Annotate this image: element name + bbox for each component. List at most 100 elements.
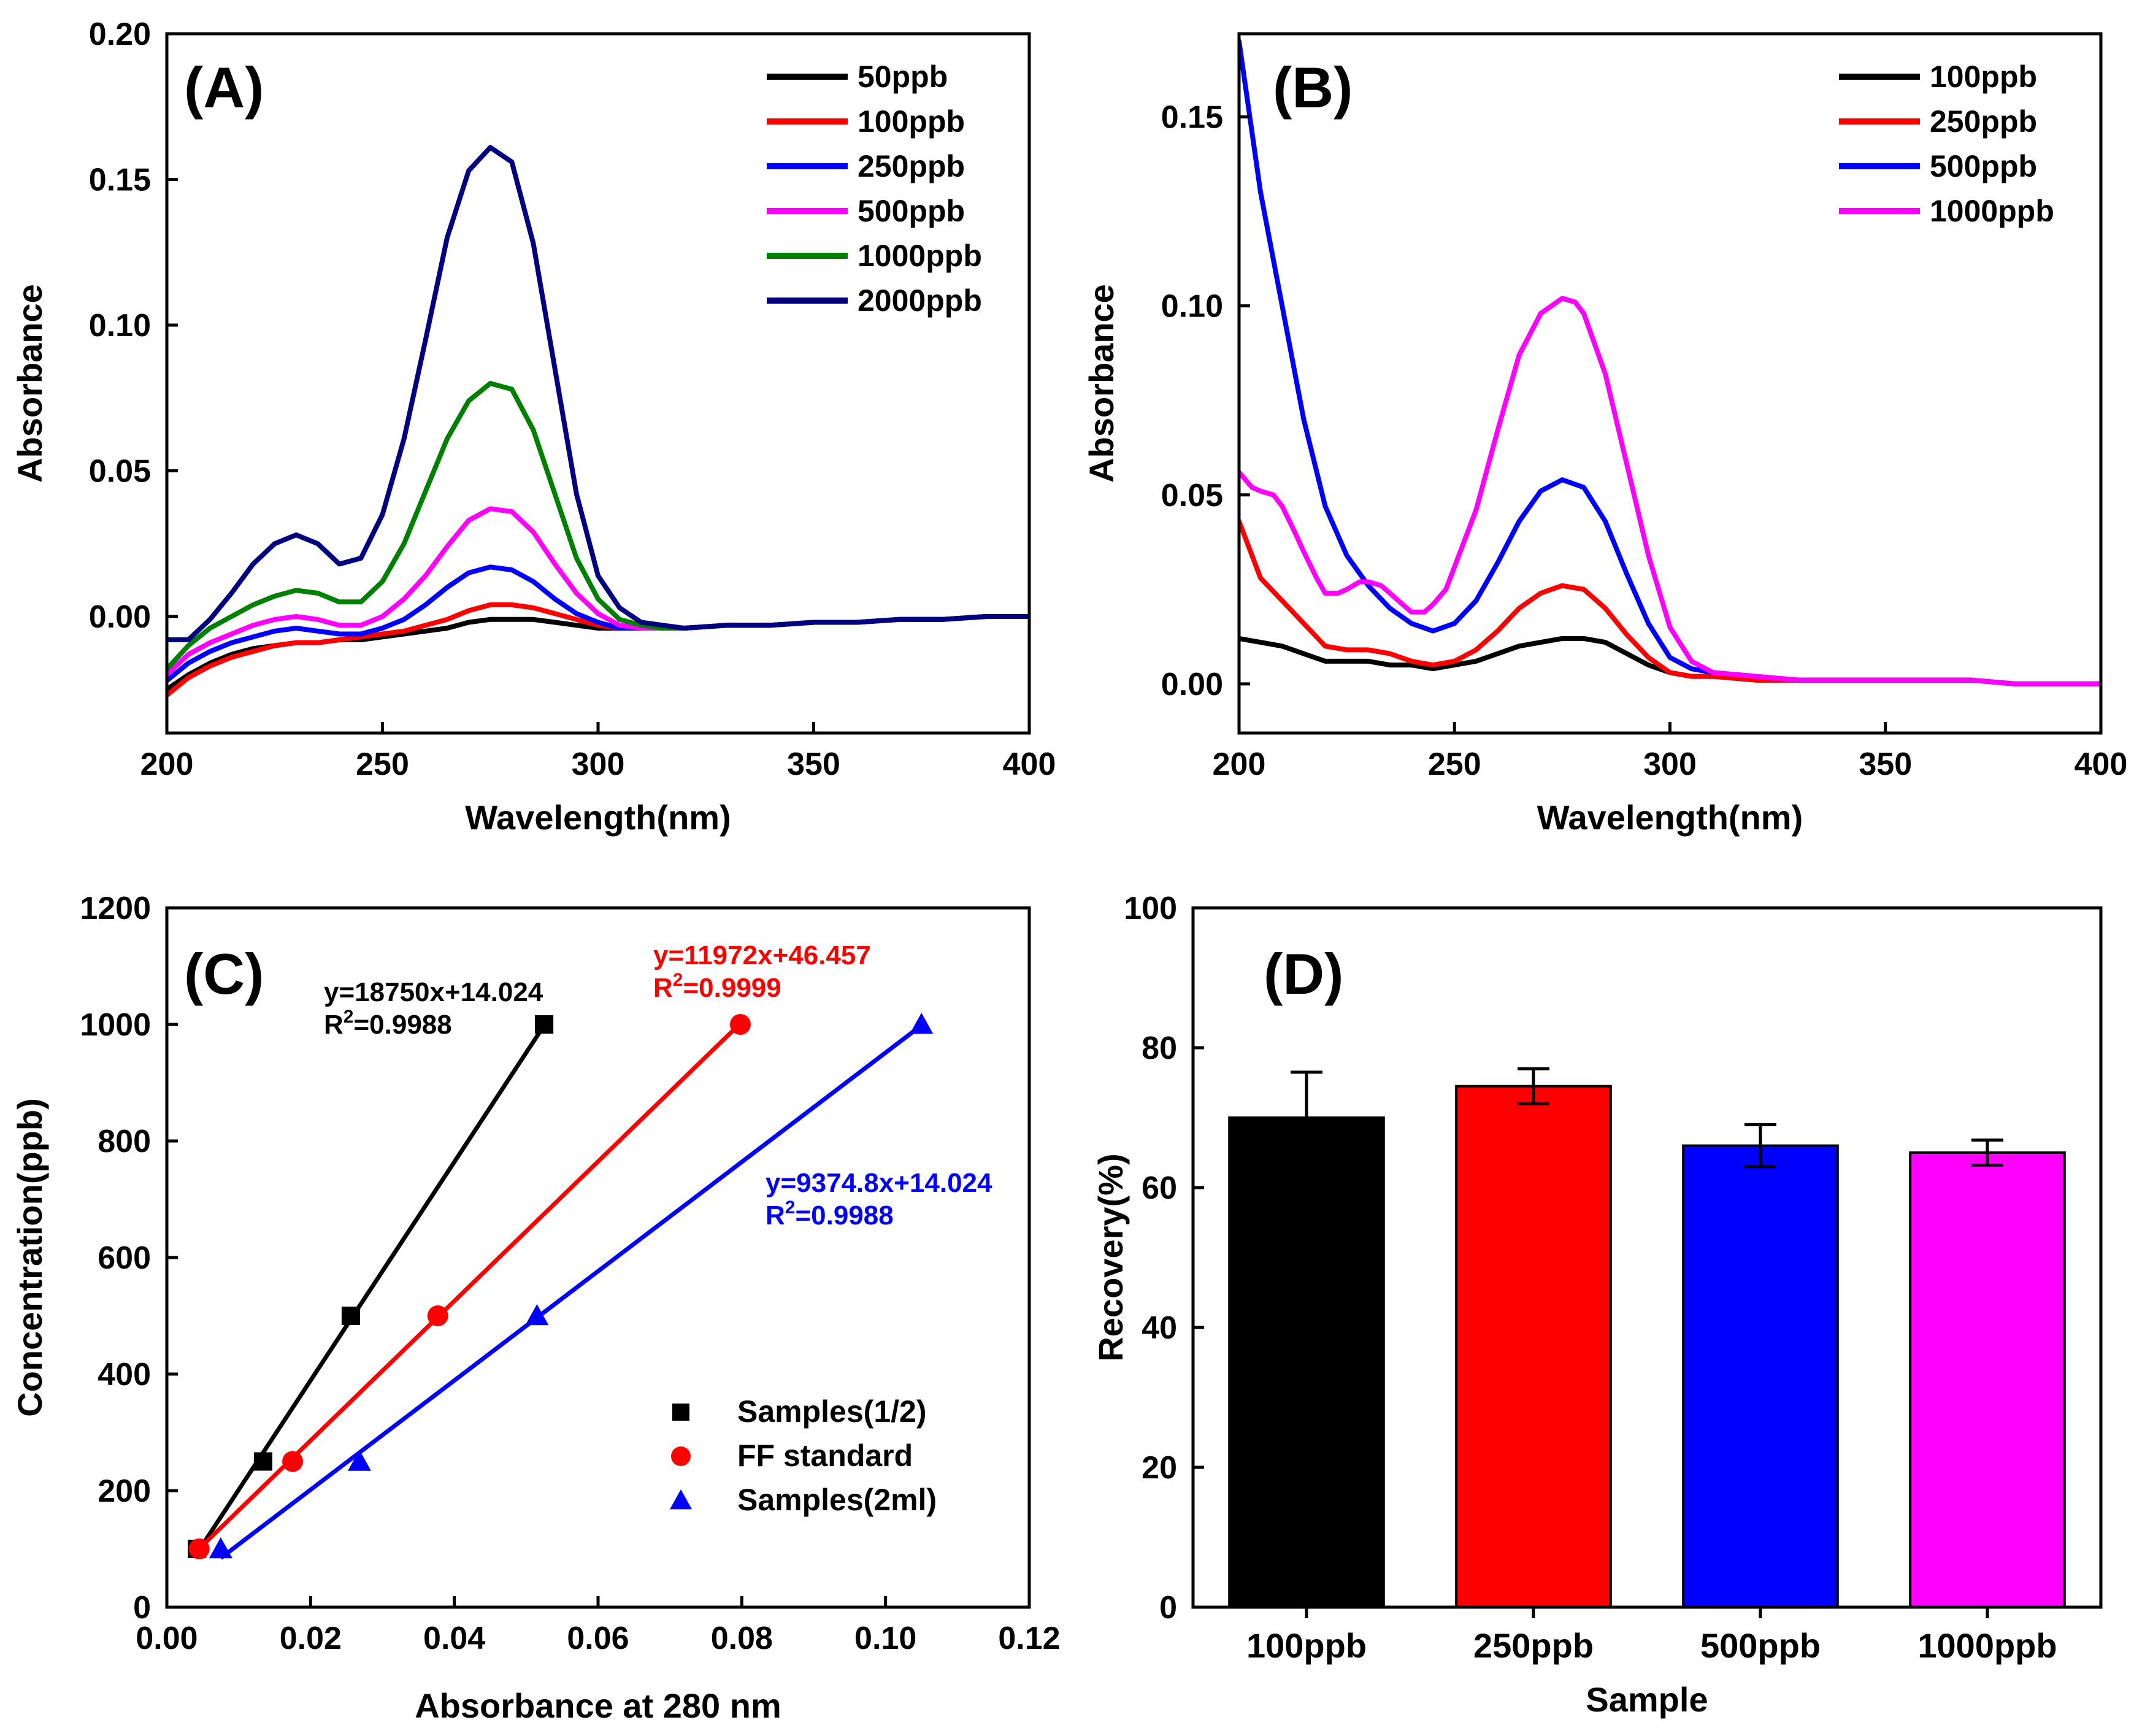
series-line-2000ppb (167, 145, 1029, 642)
x-axis-label-A: Wavelength(nm) (465, 798, 731, 837)
x-tick-label-B: 200 (1213, 747, 1266, 782)
y-tick-label-D: 20 (1142, 1450, 1177, 1486)
legend-label-250ppb: 250ppb (1930, 104, 2037, 139)
bar-100ppb (1228, 1116, 1385, 1608)
data-point-FF standard (282, 1451, 304, 1472)
x-tick-label-B: 350 (1859, 747, 1912, 782)
y-tick-label-D: 0 (1159, 1590, 1177, 1626)
y-tick-label-C: 600 (98, 1240, 151, 1276)
y-tick-label-A: 0.15 (89, 163, 151, 198)
data-point-Samples(1/2) (254, 1452, 273, 1471)
x-tick-label-C: 0.06 (567, 1621, 629, 1656)
panel-label-D: (D) (1264, 942, 1344, 1006)
x-tick-label-B: 250 (1428, 747, 1481, 782)
y-tick-label-A: 0.20 (89, 17, 151, 52)
legend-label-100ppb: 100ppb (1930, 60, 2037, 94)
y-tick-label-C: 800 (98, 1124, 151, 1159)
y-axis-label-D: Recovery(%) (1091, 1153, 1130, 1361)
y-axis-label-C: Concentration(ppb) (10, 1098, 49, 1416)
y-tick-label-B: 0.05 (1161, 478, 1223, 513)
y-tick-label-D: 60 (1142, 1170, 1177, 1206)
x-tick-label-C: 0.08 (711, 1621, 773, 1656)
x-tick-label-C: 0.02 (280, 1621, 342, 1656)
x-tick-label-500ppb: 500ppb (1700, 1626, 1821, 1665)
x-axis-label-B: Wavelength(nm) (1537, 798, 1803, 837)
y-tick-label-A: 0.05 (89, 454, 151, 490)
legend-label-1000ppb: 1000ppb (858, 239, 982, 273)
x-tick-label-1000ppb: 1000ppb (1917, 1626, 2057, 1665)
data-point-FF standard (729, 1014, 751, 1035)
y-axis-label-A: Absorbance (10, 284, 49, 483)
x-tick-label-A: 350 (787, 747, 840, 782)
bar-500ppb (1682, 1144, 1839, 1608)
fit-r2-Samples(1/2): R2=0.9988 (324, 1007, 452, 1040)
series-group-A (167, 145, 1029, 698)
y-tick-label-C: 400 (98, 1357, 151, 1392)
x-axis-label-D: Sample (1586, 1680, 1708, 1719)
legend-label-Samples(1/2): Samples(1/2) (737, 1394, 926, 1429)
x-tick-label-A: 250 (356, 747, 409, 782)
y-tick-label-C: 1200 (80, 891, 151, 926)
legend-label-100ppb: 100ppb (858, 104, 965, 139)
panel-label-A: (A) (184, 55, 264, 120)
legend-label-500ppb: 500ppb (858, 194, 965, 228)
legend-label-500ppb: 500ppb (1930, 149, 2037, 183)
x-tick-label-A: 300 (572, 747, 625, 782)
x-tick-label-C: 0.12 (998, 1621, 1060, 1656)
fit-equation-Samples(2ml): y=9374.8x+14.024 (766, 1168, 992, 1198)
data-point-Samples(2ml) (910, 1013, 934, 1034)
legend-marker-Samples(2ml) (670, 1489, 692, 1510)
fit-line-FF standard (198, 1021, 742, 1550)
x-tick-label-100ppb: 100ppb (1246, 1626, 1367, 1665)
series-group-B (1239, 39, 2101, 686)
x-tick-label-C: 0.04 (423, 1621, 485, 1656)
data-point-FF standard (188, 1538, 210, 1559)
y-tick-label-B: 0.15 (1161, 100, 1223, 136)
series-line-250ppb (167, 564, 1029, 683)
legend-label-1000ppb: 1000ppb (1930, 194, 2054, 228)
legend-marker-Samples(1/2) (672, 1404, 689, 1421)
y-tick-label-D: 40 (1142, 1310, 1177, 1346)
fit-line-Samples(2ml) (219, 1023, 923, 1560)
x-axis-label-C: Absorbance at 280 nm (415, 1686, 781, 1725)
x-tick-label-B: 300 (1643, 747, 1697, 782)
y-axis-label-B: Absorbance (1082, 284, 1121, 483)
x-tick-label-A: 200 (140, 747, 194, 782)
panel-label-B: (B) (1273, 55, 1353, 120)
legend-label-FF standard: FF standard (737, 1438, 913, 1473)
y-tick-label-D: 80 (1142, 1031, 1177, 1066)
y-tick-label-B: 0.00 (1161, 667, 1223, 702)
data-point-FF standard (427, 1305, 448, 1326)
fit-equation-Samples(1/2): y=18750x+14.024 (324, 977, 543, 1007)
fit-line-Samples(1/2) (198, 1023, 547, 1550)
x-tick-label-C: 0.00 (136, 1621, 198, 1656)
legend-label-2000ppb: 2000ppb (858, 283, 982, 318)
bar-1000ppb (1909, 1151, 2066, 1608)
data-point-Samples(2ml) (348, 1450, 372, 1471)
y-tick-label-C: 1000 (80, 1007, 151, 1043)
x-tick-label-C: 0.10 (854, 1621, 916, 1656)
legend-label-250ppb: 250ppb (858, 149, 965, 183)
bar-250ppb (1455, 1085, 1612, 1608)
x-tick-label-B: 400 (2074, 747, 2128, 782)
legend-marker-FF standard (671, 1446, 691, 1466)
data-point-Samples(1/2) (535, 1015, 554, 1034)
data-point-Samples(1/2) (341, 1307, 360, 1325)
y-tick-label-B: 0.10 (1161, 289, 1223, 325)
panel-label-C: (C) (184, 942, 264, 1006)
data-point-Samples(2ml) (209, 1537, 232, 1559)
fit-r2-FF standard: R2=0.9999 (653, 970, 781, 1003)
y-tick-label-A: 0.00 (89, 599, 151, 635)
y-tick-label-C: 0 (133, 1590, 151, 1626)
fit-r2-Samples(2ml): R2=0.9988 (766, 1197, 894, 1231)
plot-frame-D (1191, 906, 2103, 1609)
y-tick-label-A: 0.10 (89, 308, 151, 344)
fit-equation-FF standard: y=11972x+46.457 (653, 940, 871, 970)
x-tick-label-250ppb: 250ppb (1473, 1626, 1594, 1665)
legend-label-50ppb: 50ppb (858, 60, 948, 94)
x-tick-label-A: 400 (1003, 747, 1056, 782)
y-tick-label-D: 100 (1124, 891, 1177, 926)
series-line-1000ppb (1239, 296, 2101, 686)
data-point-Samples(2ml) (525, 1304, 549, 1326)
